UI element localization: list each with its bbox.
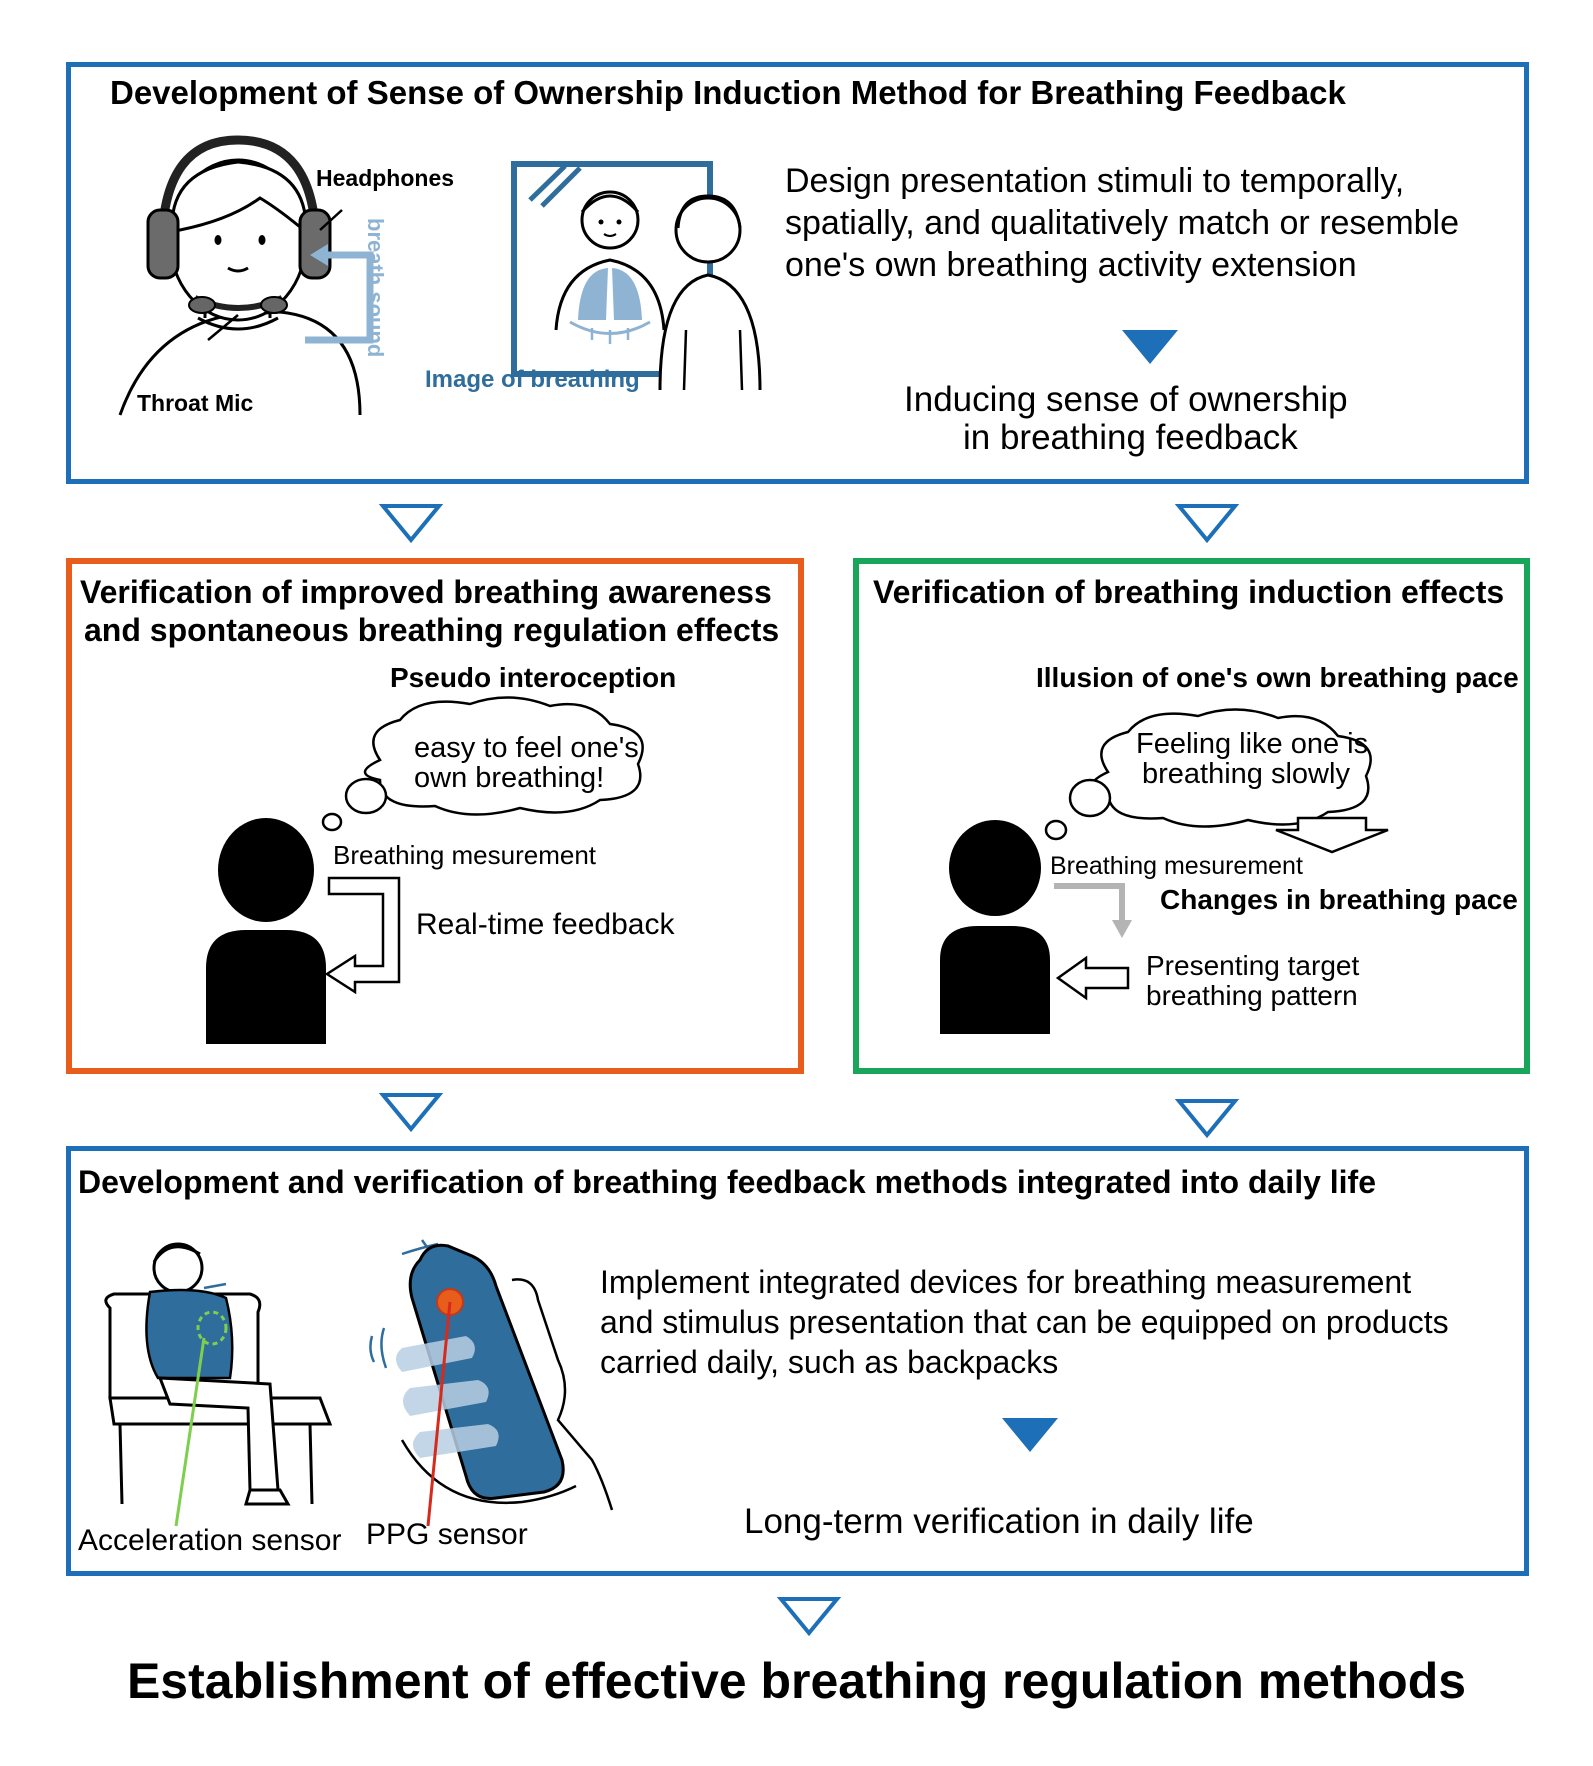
person-silhouette-icon <box>940 820 1050 1034</box>
section4-desc-line3: carried daily, such as backpacks <box>600 1344 1059 1380</box>
bubble3-line1: Feeling like one is <box>1136 728 1369 760</box>
section4-desc-line1: Implement integrated devices for breathi… <box>600 1264 1412 1300</box>
measurement-gray-arrow-icon <box>1054 883 1132 938</box>
label-image-of-breathing: Image of breathing <box>425 366 640 393</box>
solid-down-arrow-icon <box>1122 330 1178 364</box>
section1-result-line2: in breathing feedback <box>963 418 1298 457</box>
thought-bubble-illustration <box>1044 708 1389 854</box>
seated-person-backpack-illustration <box>104 1242 333 1527</box>
label-throat-mic: Throat Mic <box>137 390 254 416</box>
section3-label-target-line1: Presenting target <box>1146 950 1360 981</box>
section-breathing-awareness <box>66 558 804 1074</box>
section3-title: Verification of breathing induction effe… <box>873 574 1505 610</box>
solid-down-arrow-icon <box>1002 1418 1058 1452</box>
section2-label-measurement: Breathing mesurement <box>333 840 597 870</box>
section3-label-measurement: Breathing mesurement <box>1050 852 1303 880</box>
section3-label-target-line2: breathing pattern <box>1146 980 1358 1011</box>
feedback-loop-arrow-icon <box>324 876 401 995</box>
section1-desc-line3: one's own breathing activity extension <box>785 246 1357 284</box>
hollow-down-arrow-icon <box>776 1597 842 1637</box>
section2-title-line2: and spontaneous breathing regulation eff… <box>84 612 780 648</box>
thought-bubble-illustration <box>321 696 644 832</box>
section1-desc-line2: spatially, and qualitatively match or re… <box>785 204 1460 242</box>
label-acceleration-sensor: Acceleration sensor <box>78 1524 342 1557</box>
section1-title: Development of Sense of Ownership Induct… <box>110 74 1346 111</box>
section2-subtitle: Pseudo interoception <box>390 662 677 693</box>
hollow-down-arrow-icon <box>378 504 444 544</box>
section1-result-line1: Inducing sense of ownership <box>904 380 1348 419</box>
bubble2-line2: own breathing! <box>414 762 605 794</box>
label-ppg-sensor: PPG sensor <box>366 1518 528 1551</box>
target-left-arrow-icon <box>1055 955 1130 1001</box>
section3-subtitle: Illusion of one's own breathing pace <box>1036 662 1519 693</box>
section4-desc-line2: and stimulus presentation that can be eq… <box>600 1304 1449 1340</box>
person-silhouette-icon <box>206 818 326 1044</box>
hand-phone-ppg-illustration <box>369 1239 614 1527</box>
bubble2-line1: easy to feel one's <box>414 732 639 764</box>
section4-title: Development and verification of breathin… <box>78 1164 1376 1200</box>
bubble3-line2: breathing slowly <box>1142 758 1350 790</box>
section4-result: Long-term verification in daily life <box>744 1502 1254 1541</box>
breathing-mirror-illustration <box>511 161 762 391</box>
section3-label-changes: Changes in breathing pace <box>1160 884 1518 915</box>
label-headphones: Headphones <box>316 165 455 191</box>
final-conclusion: Establishment of effective breathing reg… <box>126 1653 1467 1709</box>
section2-label-feedback: Real-time feedback <box>416 908 675 941</box>
headphone-person-illustration <box>118 135 374 416</box>
hollow-down-arrow-icon <box>1174 504 1240 544</box>
hollow-down-arrow-icon <box>378 1093 444 1133</box>
label-breath-sound: breath sound <box>363 218 388 358</box>
section-daily-life-integration <box>66 1146 1529 1576</box>
section1-desc-line1: Design presentation stimuli to temporall… <box>785 162 1405 200</box>
hollow-down-arrow-icon <box>1174 1099 1240 1139</box>
section2-title-line1: Verification of improved breathing aware… <box>80 574 772 610</box>
